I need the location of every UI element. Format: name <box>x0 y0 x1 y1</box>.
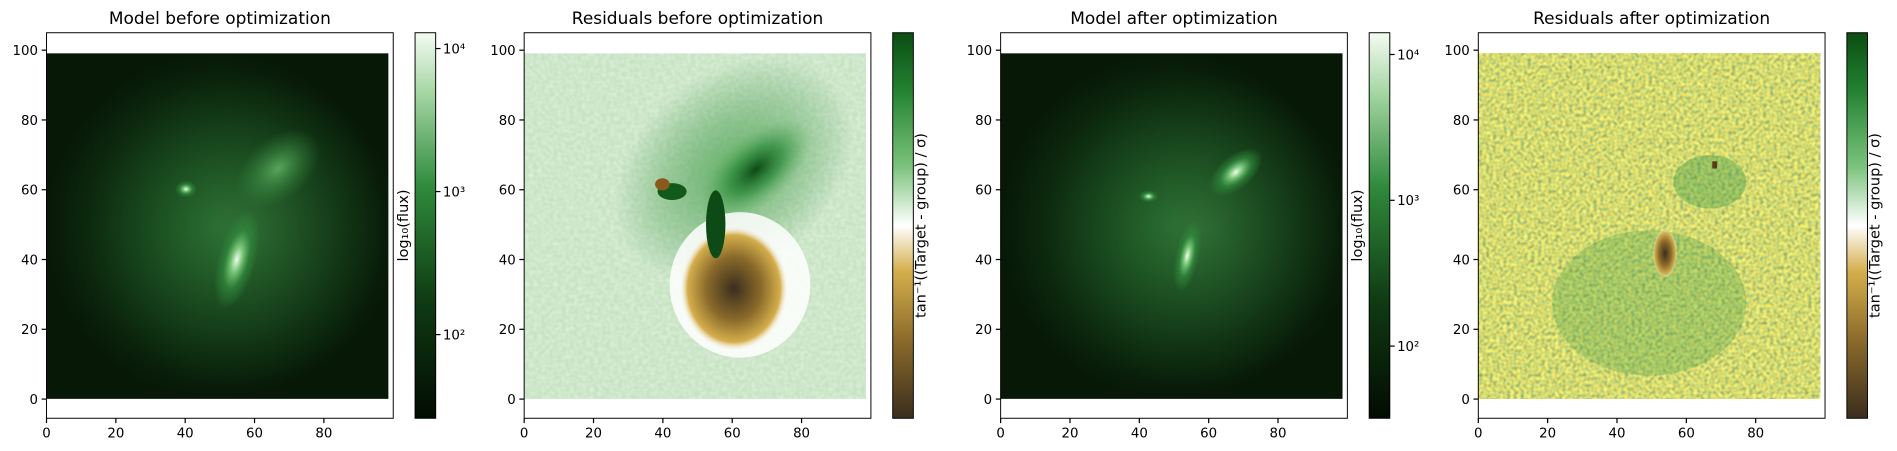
colorbar-tick-label: 10³ <box>443 185 465 200</box>
x-tick-label: 20 <box>107 427 124 442</box>
image <box>524 53 867 399</box>
y-tick-label: 60 <box>1453 184 1470 199</box>
axes-frame <box>1000 32 1348 419</box>
x-tick-label: 40 <box>654 427 671 442</box>
y-tick-label: 20 <box>499 323 516 338</box>
y-tick-label: 60 <box>21 184 38 199</box>
x-tick-label: 0 <box>996 427 1004 442</box>
colorbar-tick-label: 10² <box>1397 340 1419 355</box>
x-tick-label: 0 <box>42 427 50 442</box>
x-tick-label: 40 <box>177 427 194 442</box>
x-tick-label: 80 <box>793 427 810 442</box>
y-tick-label: 40 <box>975 253 992 268</box>
colorbar-tick-label: 10⁴ <box>1397 48 1419 63</box>
y-tick-label: 100 <box>490 44 515 59</box>
x-tick-label: 60 <box>1200 427 1217 442</box>
y-tick-label: 80 <box>1453 114 1470 129</box>
y-tick-label: 0 <box>984 393 992 408</box>
panel-title: Model before optimization <box>109 9 331 29</box>
y-tick-label: 80 <box>499 114 516 129</box>
colorbar-label: log₁₀(flux) <box>1350 189 1366 261</box>
y-tick-label: 100 <box>967 44 992 59</box>
y-tick-label: 40 <box>1453 253 1470 268</box>
x-tick-label: 0 <box>1474 427 1482 442</box>
colorbar-tick-label: 10⁴ <box>443 42 465 57</box>
axes-frame <box>523 32 872 419</box>
x-tick-label: 20 <box>585 427 602 442</box>
x-tick-label: 60 <box>724 427 741 442</box>
panel-title: Residuals after optimization <box>1533 9 1770 29</box>
y-tick-label: 40 <box>21 253 38 268</box>
x-tick-label: 80 <box>1270 427 1287 442</box>
y-tick-label: 80 <box>975 114 992 129</box>
image <box>1000 53 1359 399</box>
x-tick-label: 40 <box>1131 427 1148 442</box>
image <box>1478 53 1821 399</box>
y-tick-label: 0 <box>507 393 515 408</box>
colorbar-tick-label: 10³ <box>1397 194 1419 209</box>
colorbar <box>1368 32 1391 419</box>
x-tick-label: 40 <box>1609 427 1626 442</box>
y-tick-label: 20 <box>21 323 38 338</box>
x-tick-label: 60 <box>246 427 263 442</box>
colorbar <box>1846 32 1868 419</box>
colorbar-tick-label: 10² <box>443 328 465 343</box>
axes-frame <box>1477 32 1826 419</box>
y-tick-label: 60 <box>499 184 516 199</box>
panel-title: Model after optimization <box>1070 9 1277 29</box>
y-tick-label: 40 <box>499 253 516 268</box>
x-tick-label: 0 <box>520 427 528 442</box>
x-tick-label: 20 <box>1539 427 1556 442</box>
colorbar <box>414 32 437 419</box>
x-tick-label: 80 <box>1747 427 1764 442</box>
panel-title: Residuals before optimization <box>572 9 823 29</box>
y-tick-label: 100 <box>13 44 38 59</box>
x-tick-label: 60 <box>1678 427 1695 442</box>
axes-frame <box>46 32 394 419</box>
y-tick-label: 60 <box>975 184 992 199</box>
x-tick-label: 80 <box>315 427 332 442</box>
colorbar-label: log₁₀(flux) <box>396 189 412 261</box>
y-tick-label: 80 <box>21 114 38 129</box>
colorbar-label: tan⁻¹((Target - group) / σ) <box>913 133 929 318</box>
image <box>46 53 401 399</box>
y-tick-label: 0 <box>1461 393 1469 408</box>
colorbar-label: tan⁻¹((Target - group) / σ) <box>1868 133 1884 318</box>
colorbar <box>892 32 914 419</box>
y-tick-label: 100 <box>1444 44 1469 59</box>
y-tick-label: 20 <box>975 323 992 338</box>
y-tick-label: 0 <box>30 393 38 408</box>
y-tick-label: 20 <box>1453 323 1470 338</box>
x-tick-label: 20 <box>1061 427 1078 442</box>
